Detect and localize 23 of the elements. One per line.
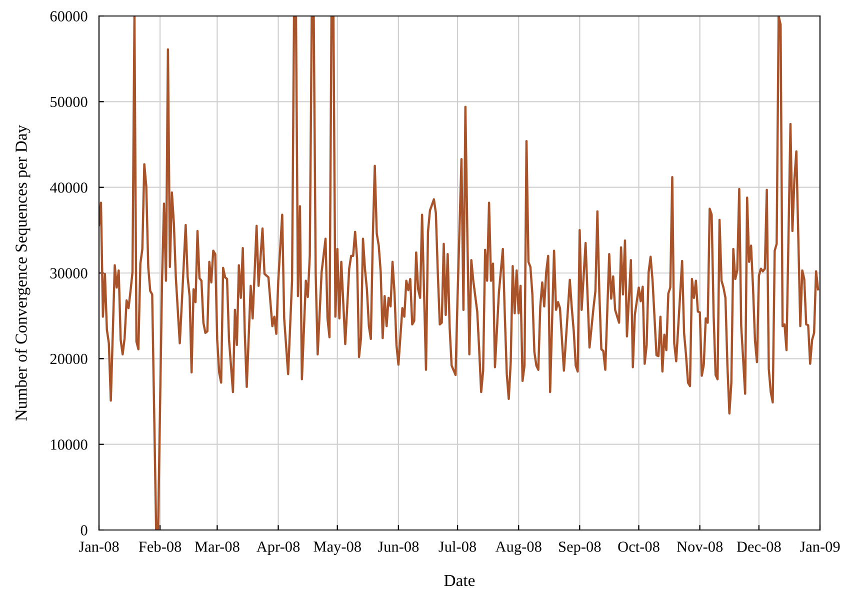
x-axis-title: Date [444, 575, 475, 586]
x-tick-label: Jan-09 [800, 542, 840, 552]
y-tick-label: 30000 [50, 268, 88, 278]
y-axis-title: Number of Convergence Sequences per Day [14, 124, 30, 421]
y-tick-label: 10000 [51, 439, 88, 450]
x-tick-label: Sep-08 [559, 542, 601, 555]
y-tick-label: 50000 [50, 96, 88, 108]
line-series [99, 16, 820, 530]
x-tick-label: Jun-08 [378, 542, 419, 552]
x-tick-label: May-08 [314, 542, 361, 555]
x-tick-label: Feb-08 [138, 541, 182, 552]
y-tick-label: 20000 [50, 354, 88, 364]
x-tick-label: Apr-08 [256, 542, 300, 555]
x-tick-label: Oct-08 [618, 542, 660, 552]
x-tick-label: Aug-08 [495, 542, 542, 555]
y-tick-label: 40000 [50, 182, 88, 193]
x-tick-label: Mar-08 [194, 542, 240, 552]
x-tick-label: Jan-08 [78, 542, 119, 552]
x-tick-label: Dec-08 [736, 542, 781, 552]
x-tick-label: Nov-08 [676, 542, 723, 552]
x-tick-label: Jul-08 [438, 541, 476, 552]
y-tick-label: 0 [80, 525, 88, 536]
y-tick-label: 60000 [50, 11, 88, 22]
